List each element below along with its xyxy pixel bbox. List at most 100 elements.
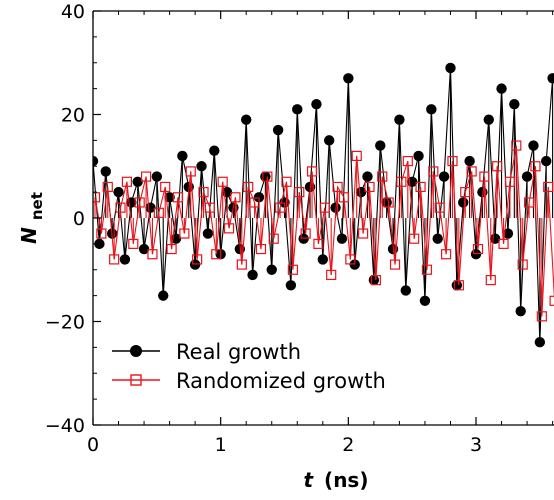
real-growth-point	[534, 337, 546, 348]
real-growth-point	[355, 186, 367, 198]
y-tick-label: −40	[45, 415, 85, 437]
randomized-growth-point	[109, 254, 120, 265]
randomized-growth-point	[434, 202, 445, 213]
legend-real-label: Real growth	[176, 340, 301, 364]
real-growth-point	[145, 202, 156, 213]
randomized-growth-point	[153, 207, 164, 218]
real-growth-point	[247, 269, 258, 281]
real-growth-point	[132, 176, 143, 187]
randomized-growth-point	[479, 171, 490, 182]
randomized-growth-point	[440, 249, 452, 260]
randomized-growth-point	[306, 166, 318, 177]
randomized-growth-point	[466, 166, 477, 177]
real-growth-point	[266, 264, 277, 275]
real-growth-point	[458, 197, 469, 208]
x-axis-title-main: t	[304, 468, 315, 492]
real-growth-point	[451, 280, 463, 291]
real-growth-point	[438, 171, 450, 182]
randomized-growth-point	[543, 181, 554, 193]
randomized-growth-point	[485, 275, 496, 286]
randomized-growth-point	[134, 197, 145, 208]
randomized-growth-point	[268, 233, 279, 244]
randomized-growth-point	[492, 161, 503, 172]
randomized-growth-point	[281, 176, 292, 187]
randomized-growth-point	[172, 192, 184, 203]
real-growth-point	[464, 155, 475, 167]
randomized-growth-point	[523, 197, 535, 208]
real-growth-point	[426, 104, 437, 115]
real-growth-point	[151, 171, 163, 182]
randomized-growth-point	[243, 181, 254, 193]
randomized-growth-point	[192, 254, 203, 265]
real-growth-point	[100, 166, 111, 177]
real-growth-point	[375, 140, 386, 151]
y-axis-title-sub: net	[28, 192, 46, 220]
randomized-growth-point	[223, 223, 235, 234]
real-growth-point	[336, 233, 348, 244]
real-growth-point	[285, 280, 297, 291]
real-growth-point	[432, 233, 443, 244]
randomized-growth-point	[351, 150, 362, 161]
real-growth-point	[209, 145, 220, 156]
real-growth-point	[470, 249, 482, 260]
real-growth-point	[362, 171, 373, 182]
real-growth-point	[343, 73, 354, 84]
real-growth-point	[311, 98, 322, 110]
randomized-growth-point	[358, 228, 369, 239]
randomized-growth-point	[345, 254, 356, 265]
axis-ticks: 0 1 2 3 −40 −20 0 20 40	[45, 1, 554, 456]
y-axis-title: N net	[17, 192, 46, 244]
randomized-growth-point	[294, 187, 305, 198]
randomized-growth-point	[511, 140, 522, 151]
randomized-growth-point	[498, 238, 509, 249]
randomized-growth-point	[217, 176, 228, 187]
randomized-growth-point	[230, 192, 241, 203]
randomized-growth-point	[300, 228, 311, 239]
x-tick-label: 3	[470, 434, 482, 456]
randomized-growth-point	[326, 269, 337, 281]
randomized-growth-point	[287, 264, 298, 275]
randomized-growth-point	[166, 243, 177, 255]
real-growth-point	[119, 254, 131, 265]
randomized-growth-point	[504, 176, 516, 187]
real-growth-point	[547, 73, 554, 84]
real-growth-point	[413, 150, 424, 162]
real-growth-point	[272, 124, 284, 136]
randomized-growth-point	[179, 228, 190, 239]
real-growth-point	[177, 150, 188, 162]
randomized-growth-point	[211, 249, 222, 260]
real-growth-line	[93, 67, 554, 343]
real-growth-point	[541, 155, 552, 167]
real-growth-point	[349, 259, 360, 270]
real-growth-point	[381, 197, 392, 208]
x-axis-title-unit: (ns)	[324, 468, 368, 492]
x-tick-label: 0	[87, 434, 99, 456]
randomized-growth-point	[96, 228, 107, 239]
randomized-growth-point	[377, 171, 388, 182]
randomized-growth-point	[255, 243, 267, 255]
real-growth-point	[521, 171, 533, 182]
randomized-growth-point	[364, 181, 375, 193]
randomized-growth-point	[338, 192, 350, 203]
randomized-growth-point	[185, 166, 196, 177]
real-growth-point	[394, 114, 405, 125]
randomized-growth-point	[549, 295, 554, 306]
legend-randomized-label: Randomized growth	[176, 369, 386, 393]
randomized-growth-point	[370, 275, 381, 286]
randomized-growth-point	[275, 202, 286, 213]
real-growth-point	[317, 254, 329, 265]
x-tick-label: 2	[342, 434, 354, 456]
real-growth-point	[368, 274, 380, 286]
real-growth-point	[323, 135, 335, 146]
randomized-growth-point	[421, 264, 433, 275]
randomized-growth-point	[472, 243, 484, 255]
randomized-growth-point	[530, 161, 541, 172]
randomized-growth-point	[396, 176, 407, 187]
randomized-growth-point	[102, 181, 113, 193]
y-tick-label: −20	[45, 312, 85, 334]
randomized-growth-point	[204, 202, 216, 213]
randomized-growth-point	[319, 202, 330, 213]
x-axis-title: t (ns)	[304, 468, 369, 492]
real-growth-point	[241, 114, 252, 125]
y-tick-label: 20	[61, 105, 85, 127]
